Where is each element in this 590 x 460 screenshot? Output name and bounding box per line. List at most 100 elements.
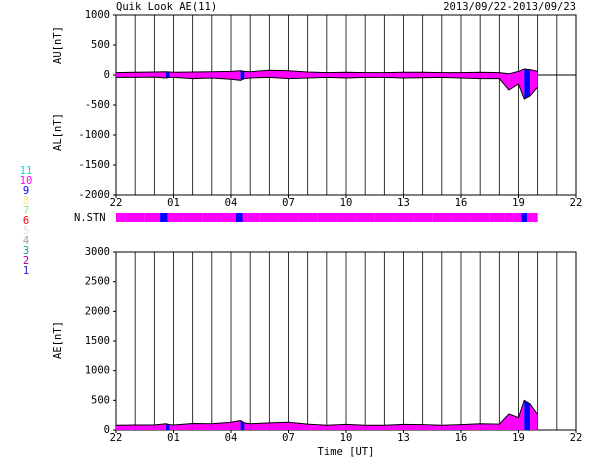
au-al-fill [135, 72, 155, 78]
x-tick-label: 01 [167, 432, 180, 444]
ae-fill [524, 400, 530, 430]
legend-item: 2 [23, 255, 29, 267]
station-segment [125, 213, 145, 222]
y-tick-label: 1000 [85, 365, 110, 377]
y-tick-label: 0 [104, 424, 110, 436]
au-al-fill [326, 72, 346, 78]
ae-fill [403, 424, 423, 430]
y-tick-label: 1000 [85, 9, 110, 21]
x-tick-label: 22 [110, 432, 123, 444]
x-tick-label: 10 [340, 432, 353, 444]
x-tick-label: 04 [225, 197, 238, 209]
x-axis-label: Time [UT] [318, 446, 375, 458]
x-tick-label: 04 [225, 432, 238, 444]
au-al-fill [169, 72, 174, 78]
x-tick-label: 22 [570, 197, 583, 209]
ae-fill [231, 420, 241, 430]
station-segment [235, 213, 243, 222]
legend-item: 5 [23, 225, 29, 237]
au-al-fill [384, 72, 404, 78]
au-al-fill [269, 70, 289, 79]
y-tick-label: -2000 [78, 189, 110, 201]
x-tick-label: 22 [110, 197, 123, 209]
au-al-fill [346, 72, 366, 78]
x-tick-label: 07 [282, 197, 295, 209]
au-al-fill [244, 71, 251, 79]
ae-fill [169, 424, 174, 430]
x-tick-label: 07 [282, 432, 295, 444]
legend-item: 6 [23, 215, 29, 227]
ae-fill [135, 424, 155, 430]
ae-fill [518, 400, 525, 430]
x-tick-label: 16 [455, 197, 468, 209]
au-al-fill [365, 72, 385, 78]
station-segment [374, 213, 394, 222]
y-tick-label: 3000 [85, 246, 110, 258]
au-al-fill [441, 72, 461, 78]
plot-frame [115, 14, 577, 196]
au-al-fill [231, 70, 241, 81]
au-al-fill [422, 72, 442, 78]
y-axis-label: AE[nT] [52, 321, 64, 359]
x-tick-label: 13 [397, 432, 410, 444]
station-segment [521, 213, 528, 222]
station-segment [144, 213, 161, 222]
station-segment [298, 213, 318, 222]
x-tick-label: 22 [570, 432, 583, 444]
ae-fill [461, 423, 481, 430]
stations-label: N.STN [74, 212, 106, 224]
y-tick-label: -1000 [78, 129, 110, 141]
station-segment [221, 213, 236, 222]
chart-title: Quik Look AE(11) [116, 1, 217, 13]
legend-item: 10 [20, 175, 33, 187]
station-segment [533, 213, 538, 222]
station-segment [259, 213, 279, 222]
station-segment [317, 213, 337, 222]
ae-fill [384, 424, 404, 430]
ae-fill [365, 425, 385, 430]
legend-item: 9 [23, 185, 29, 197]
au-al-fill [154, 71, 166, 78]
ae-fill [508, 413, 519, 430]
y-tick-label: -500 [85, 99, 110, 111]
au-al-fill [165, 71, 170, 78]
ae-fill [250, 422, 270, 430]
au-al-fill [211, 71, 231, 80]
station-segment [167, 213, 172, 222]
station-segment [183, 213, 203, 222]
station-segment [413, 213, 433, 222]
ae-fill [116, 424, 136, 430]
legend-item: 8 [23, 195, 29, 207]
station-segment [160, 213, 168, 222]
station-segment [336, 213, 356, 222]
ae-fill [307, 424, 327, 430]
legend-item: 7 [23, 205, 29, 217]
x-tick-label: 19 [512, 432, 525, 444]
station-segment [432, 213, 452, 222]
au-al-fill [461, 72, 481, 79]
station-segment [278, 213, 299, 222]
y-tick-label: 500 [91, 394, 110, 406]
ae-fill [422, 424, 442, 430]
station-segment [489, 213, 505, 222]
station-segment [242, 213, 248, 222]
ae-fill [192, 423, 212, 430]
au-al-fill [173, 72, 193, 79]
station-segment [527, 213, 534, 222]
ae-fill [499, 413, 509, 430]
ae-fill [530, 403, 538, 430]
legend-item: 1 [23, 265, 29, 277]
x-tick-label: 16 [455, 432, 468, 444]
y-tick-label: 2500 [85, 276, 110, 288]
y-tick-label: 1500 [85, 335, 110, 347]
legend-item: 3 [23, 245, 29, 257]
date-range: 2013/09/22-2013/09/23 [443, 1, 576, 13]
ae-fill [211, 422, 231, 430]
au-al-fill [240, 70, 245, 81]
au-al-fill [524, 69, 530, 99]
y-tick-label: 2000 [85, 305, 110, 317]
au-al-fill [192, 71, 212, 79]
au-al-fill [307, 72, 327, 78]
x-tick-label: 19 [512, 197, 525, 209]
station-segment [451, 213, 471, 222]
